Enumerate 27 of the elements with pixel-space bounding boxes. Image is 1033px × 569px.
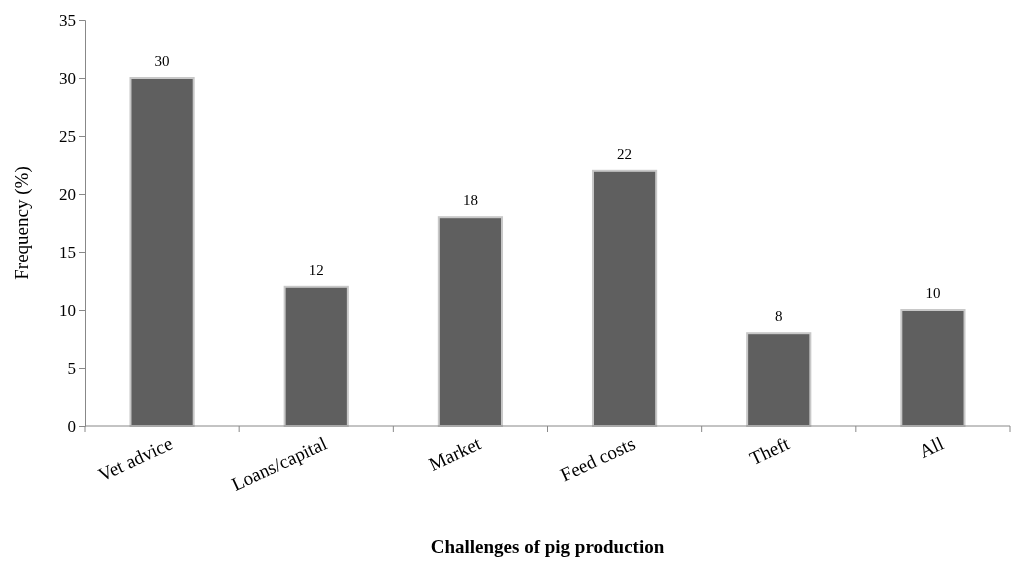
bar (129, 77, 195, 427)
bar (591, 169, 658, 427)
y-tick-label: 30 (59, 68, 76, 88)
bar (437, 216, 504, 427)
y-tick-label: 25 (59, 126, 76, 146)
y-tick-label: 10 (59, 300, 76, 320)
bar (900, 309, 966, 427)
data-label: 22 (617, 145, 633, 162)
y-tick-label: 0 (67, 416, 76, 436)
x-tick-label: Market (425, 432, 485, 475)
data-label: 8 (775, 308, 783, 325)
bar (283, 285, 349, 427)
y-axis-title: Frequency (%) (11, 166, 33, 280)
data-label: 18 (462, 192, 478, 209)
y-tick-label: 15 (59, 242, 76, 262)
data-label: 30 (154, 53, 170, 69)
x-tick-label: Feed costs (557, 432, 639, 486)
data-label: 10 (925, 285, 941, 301)
x-axis-title: Challenges of pig production (430, 536, 665, 557)
x-tick-label: Vet advice (94, 432, 176, 486)
data-label: 12 (308, 261, 324, 278)
x-tick-label: All (915, 432, 947, 462)
y-tick-label: 5 (67, 358, 76, 378)
bar (746, 332, 812, 427)
y-tick-label: 35 (59, 10, 76, 30)
x-tick-label: Theft (746, 432, 794, 470)
y-tick-label: 20 (59, 184, 76, 204)
